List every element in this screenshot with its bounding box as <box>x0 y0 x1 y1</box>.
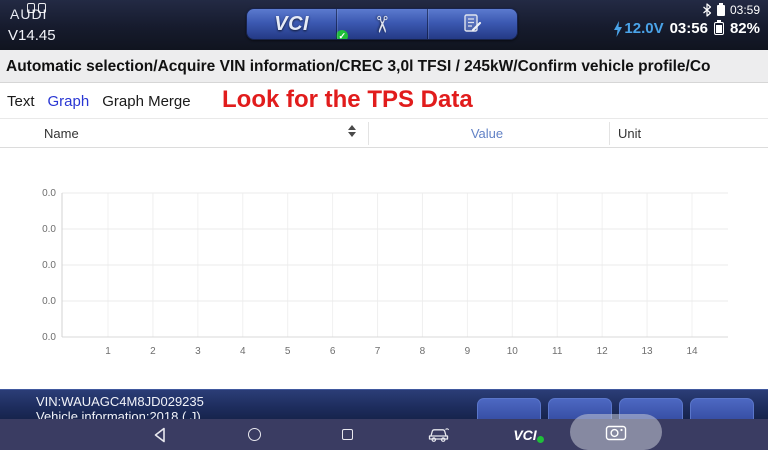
column-divider <box>609 122 610 145</box>
column-header-value[interactable]: Value <box>470 126 504 141</box>
svg-text:11: 11 <box>552 346 563 357</box>
svg-text:10: 10 <box>507 346 519 357</box>
tps-annotation: Look for the TPS Data <box>222 86 473 113</box>
app-status-readouts: 12.0V 03:56 82% <box>613 20 760 37</box>
battery-percent: 82% <box>729 20 760 37</box>
brand-label: AUDI <box>10 6 48 22</box>
vin-label: VIN:WAUAGC4M8JD029235 <box>36 394 204 409</box>
svg-text:1: 1 <box>105 346 111 357</box>
svg-text:9: 9 <box>465 346 471 357</box>
sort-icon[interactable] <box>348 125 356 137</box>
svg-text:5: 5 <box>285 346 291 357</box>
view-tabs: Text Graph Graph Merge <box>0 84 768 119</box>
report-note-icon <box>464 14 482 32</box>
circle-icon <box>247 428 261 441</box>
vci-nav-label: VCI <box>513 427 544 443</box>
svg-text:12: 12 <box>597 346 609 357</box>
bluetooth-icon <box>703 3 712 17</box>
svg-text:0.0: 0.0 <box>42 332 56 343</box>
svg-text:0.0: 0.0 <box>42 188 56 199</box>
notification-icon <box>27 3 35 13</box>
voltage-value: 12.0V <box>624 20 664 37</box>
column-divider <box>368 122 369 145</box>
column-header-unit[interactable]: Unit <box>618 126 642 141</box>
vci-connection-button[interactable]: VCI ✓ <box>247 9 349 39</box>
graph-grid: 1 2 3 4 5 6 7 8 9 10 11 12 13 140.00.00.00.00.0 <box>42 188 728 357</box>
svg-text:2: 2 <box>150 346 156 357</box>
svg-text:6: 6 <box>330 346 336 357</box>
tab-text[interactable]: Text <box>7 92 35 110</box>
notification-icons <box>27 3 46 13</box>
battery-icon <box>716 3 725 16</box>
svg-text:7: 7 <box>375 346 381 357</box>
system-time: 03:59 <box>729 3 760 17</box>
android-status-icons: 03:59 <box>702 3 760 17</box>
footer-button[interactable] <box>690 398 754 420</box>
back-triangle-icon <box>154 427 165 442</box>
svg-text:13: 13 <box>642 346 654 357</box>
home-button[interactable] <box>244 419 264 450</box>
app-time: 03:56 <box>669 20 708 37</box>
vci-green-dot <box>536 435 544 443</box>
scissors-icon: ✂ <box>369 14 396 34</box>
graph-area: 1 2 3 4 5 6 7 8 9 10 11 12 13 14 0.0 0.0 0.0 0.0 0.0 <box>0 148 768 389</box>
back-button[interactable] <box>150 419 170 450</box>
svg-text:3: 3 <box>195 346 201 357</box>
svg-text:0.0: 0.0 <box>42 260 56 271</box>
car-icon <box>428 428 450 442</box>
vci-connected-check-icon: ✓ <box>336 30 349 39</box>
svg-text:14: 14 <box>686 346 698 357</box>
footer-button[interactable] <box>477 398 541 420</box>
breadcrumb: Automatic selection/Acquire VIN informat… <box>0 50 768 83</box>
svg-text:8: 8 <box>420 346 426 357</box>
camera-icon <box>605 425 627 440</box>
lightning-icon <box>614 20 623 37</box>
vehicle-info-label: Vehicle information:2018 ( J) <box>36 409 201 420</box>
screenshot-button[interactable]: ✂ <box>336 9 426 39</box>
vci-logo: VCI <box>274 12 310 35</box>
screenshot-camera-button[interactable] <box>570 414 662 450</box>
vehicle-shortcut-button[interactable] <box>426 419 452 450</box>
tab-graph-merge[interactable]: Graph Merge <box>102 92 191 110</box>
tab-graph[interactable]: Graph <box>47 92 90 110</box>
recents-button[interactable] <box>337 419 357 450</box>
svg-text:0.0: 0.0 <box>42 296 56 307</box>
svg-text:0.0: 0.0 <box>42 224 56 235</box>
report-button[interactable] <box>426 9 517 39</box>
square-icon <box>341 429 353 440</box>
notification-icon <box>38 3 46 13</box>
vehicle-info-bar: VIN:WAUAGC4M8JD029235 Vehicle informatio… <box>0 389 768 420</box>
app-version: V14.45 <box>8 27 56 44</box>
column-header-name[interactable]: Name <box>44 126 79 141</box>
data-table-header: Name Value Unit <box>0 119 768 148</box>
svg-text:4: 4 <box>240 346 246 357</box>
battery-level-icon <box>713 20 724 35</box>
vehicle-voltage: 12.0V <box>613 20 664 37</box>
vci-status-button[interactable]: VCI <box>508 419 544 450</box>
top-status-bar: AUDI V14.45 VCI ✓ ✂ <box>0 0 768 50</box>
toolbar-button-group: VCI ✓ ✂ <box>246 8 518 40</box>
